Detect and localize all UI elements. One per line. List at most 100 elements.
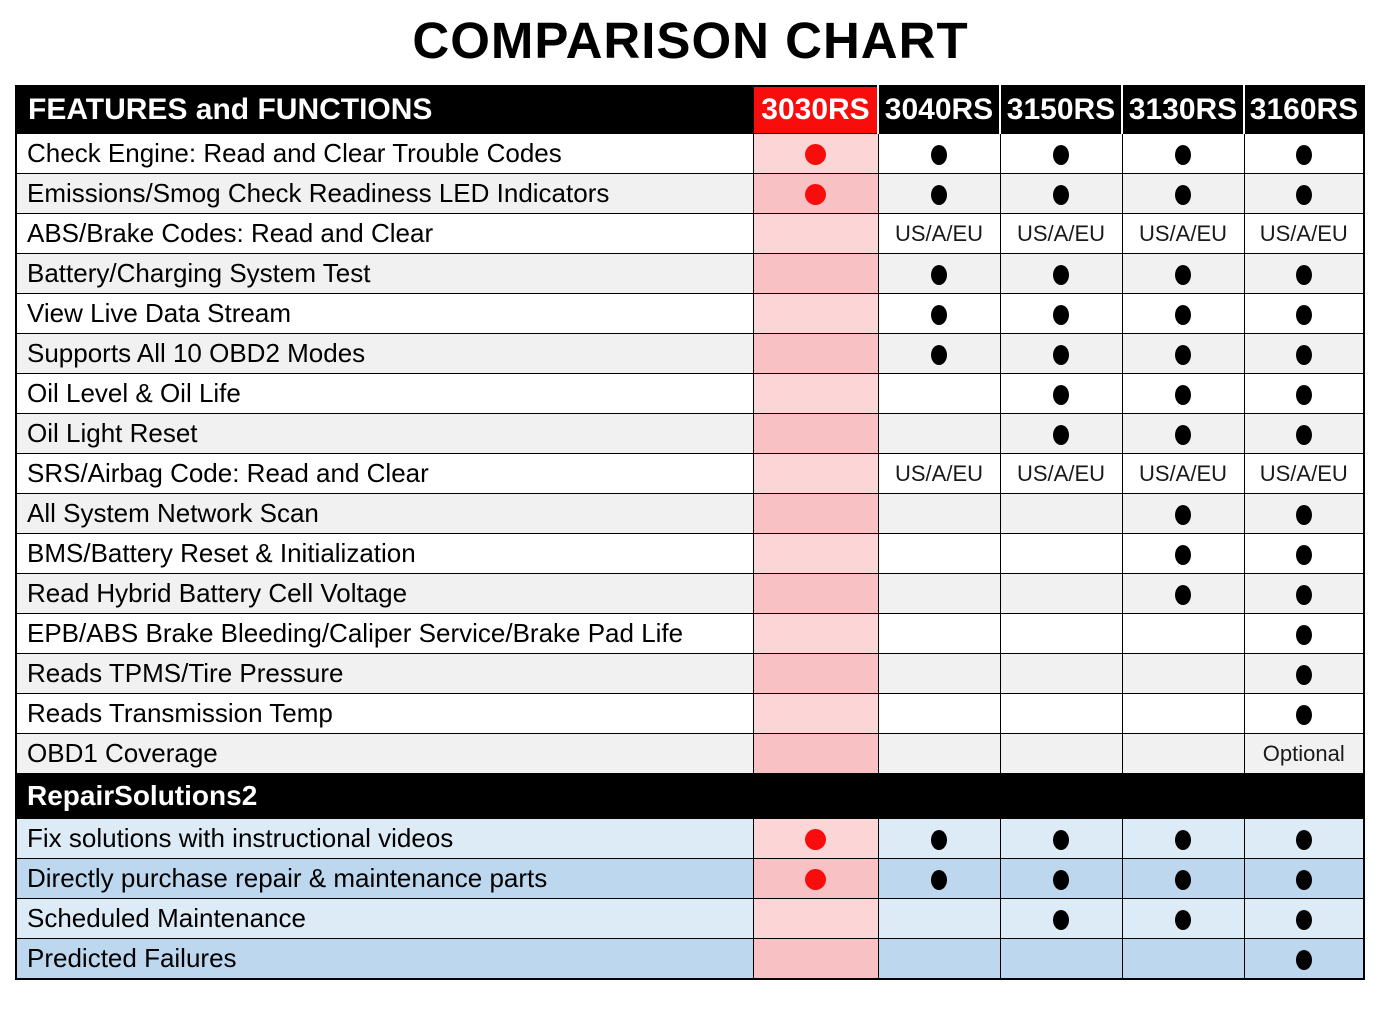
- red-dot-icon: [805, 184, 826, 206]
- value-cell: [752, 858, 879, 899]
- value-cell: [999, 253, 1123, 294]
- value-cell: [877, 413, 1001, 454]
- value-cell: [1121, 858, 1245, 899]
- value-cell: [752, 333, 879, 374]
- feature-name-cell: Fix solutions with instructional videos: [15, 818, 754, 859]
- cell-text: US/A/EU: [894, 460, 984, 486]
- value-cell: [1121, 493, 1245, 534]
- value-cell: US/A/EU: [877, 213, 1001, 254]
- dot-icon: [1175, 344, 1191, 365]
- value-cell: [1121, 333, 1245, 374]
- value-cell: [1121, 573, 1245, 614]
- feature-row: Reads TPMS/Tire Pressure: [15, 653, 1365, 694]
- feature-name-cell: Reads Transmission Temp: [15, 693, 754, 734]
- value-cell: [1243, 333, 1365, 374]
- value-cell: [1243, 613, 1365, 654]
- value-cell: [1121, 253, 1245, 294]
- dot-icon: [1175, 829, 1191, 850]
- value-cell: [877, 133, 1001, 174]
- value-cell: [752, 898, 879, 939]
- value-cell: [1121, 173, 1245, 214]
- value-cell: [877, 533, 1001, 574]
- dot-icon: [931, 144, 947, 165]
- feature-name-cell: Check Engine: Read and Clear Trouble Cod…: [15, 133, 754, 174]
- cell-text: US/A/EU: [1016, 460, 1106, 486]
- dot-icon: [1295, 829, 1312, 850]
- dot-icon: [1053, 184, 1069, 205]
- dot-icon: [1053, 304, 1069, 325]
- value-cell: [999, 293, 1123, 334]
- dot-icon: [1295, 344, 1312, 365]
- dot-icon: [1053, 264, 1069, 285]
- table-body: Check Engine: Read and Clear Trouble Cod…: [15, 133, 1365, 980]
- value-cell: US/A/EU: [1121, 453, 1245, 494]
- feature-row: Read Hybrid Battery Cell Voltage: [15, 573, 1365, 614]
- value-cell: [999, 533, 1123, 574]
- dot-icon: [1295, 184, 1312, 205]
- page-title: COMPARISON CHART: [412, 12, 969, 69]
- value-cell: [752, 573, 879, 614]
- value-cell: [1243, 253, 1365, 294]
- value-cell: [752, 173, 879, 214]
- value-cell: [752, 693, 879, 734]
- dot-icon: [1053, 829, 1069, 850]
- table-header: FEATURES and FUNCTIONS 3030RS 3040RS 3150RS…: [15, 85, 1365, 134]
- value-cell: [877, 293, 1001, 334]
- value-cell: [1243, 293, 1365, 334]
- value-cell: [1243, 938, 1365, 980]
- dot-icon: [1175, 424, 1191, 445]
- value-cell: [752, 493, 879, 534]
- features-header-cell: FEATURES and FUNCTIONS: [15, 85, 754, 134]
- feature-name-cell: OBD1 Coverage: [15, 733, 754, 774]
- dot-icon: [1053, 384, 1069, 405]
- value-cell: [877, 613, 1001, 654]
- value-cell: [1243, 533, 1365, 574]
- dot-icon: [1295, 264, 1312, 285]
- value-cell: [1121, 693, 1245, 734]
- dot-icon: [931, 344, 947, 365]
- value-cell: [1243, 173, 1365, 214]
- dot-icon: [1295, 704, 1312, 725]
- dot-icon: [1175, 504, 1191, 525]
- cell-text: US/A/EU: [1259, 220, 1348, 246]
- feature-name-cell: View Live Data Stream: [15, 293, 754, 334]
- dot-icon: [1295, 624, 1312, 645]
- value-cell: [752, 733, 879, 774]
- feature-row: Supports All 10 OBD2 Modes: [15, 333, 1365, 374]
- value-cell: [1121, 898, 1245, 939]
- value-cell: [1243, 573, 1365, 614]
- value-cell: [752, 453, 879, 494]
- dot-icon: [931, 184, 947, 205]
- value-cell: [999, 173, 1123, 214]
- red-dot-icon: [805, 829, 826, 851]
- value-cell: [752, 533, 879, 574]
- dot-icon: [1175, 384, 1191, 405]
- value-cell: [877, 653, 1001, 694]
- product-header-cell-3150rs: 3150RS: [999, 85, 1123, 134]
- value-cell: [999, 493, 1123, 534]
- value-cell: [1121, 533, 1245, 574]
- red-dot-icon: [805, 144, 826, 166]
- dot-icon: [931, 264, 947, 285]
- value-cell: [1243, 493, 1365, 534]
- dot-icon: [1295, 304, 1312, 325]
- dot-icon: [1175, 304, 1191, 325]
- feature-row: View Live Data Stream: [15, 293, 1365, 334]
- value-cell: [752, 613, 879, 654]
- dot-icon: [931, 829, 947, 850]
- dot-icon: [1175, 184, 1191, 205]
- value-cell: [752, 818, 879, 859]
- dot-icon: [1053, 344, 1069, 365]
- dot-icon: [931, 304, 947, 325]
- feature-row: Scheduled Maintenance: [15, 898, 1365, 939]
- value-cell: [877, 858, 1001, 899]
- value-cell: [1243, 898, 1365, 939]
- value-cell: [877, 493, 1001, 534]
- feature-name-cell: Read Hybrid Battery Cell Voltage: [15, 573, 754, 614]
- dot-icon: [1295, 504, 1312, 525]
- feature-row: SRS/Airbag Code: Read and Clear US/A/EU US…: [15, 453, 1365, 494]
- section-header-row: RepairSolutions2: [15, 773, 1365, 819]
- feature-name-cell: Oil Level & Oil Life: [15, 373, 754, 414]
- value-cell: [877, 373, 1001, 414]
- feature-row: BMS/Battery Reset & Initialization: [15, 533, 1365, 574]
